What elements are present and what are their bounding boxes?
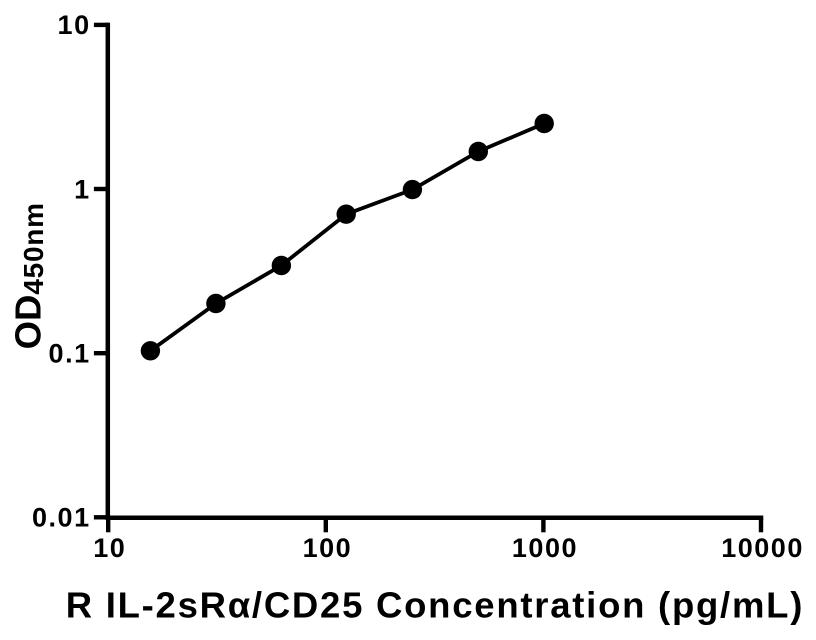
svg-text:1000: 1000 xyxy=(512,533,578,563)
svg-text:R IL-2sRα/CD25 Concentration (: R IL-2sRα/CD25 Concentration (pg/mL) xyxy=(66,584,804,625)
svg-text:0.1: 0.1 xyxy=(49,339,91,369)
svg-text:10: 10 xyxy=(58,10,91,40)
svg-text:1: 1 xyxy=(74,174,91,204)
svg-text:10000: 10000 xyxy=(721,533,804,563)
svg-text:0.01: 0.01 xyxy=(32,503,91,533)
svg-text:100: 100 xyxy=(303,533,353,563)
svg-text:10: 10 xyxy=(93,533,126,563)
